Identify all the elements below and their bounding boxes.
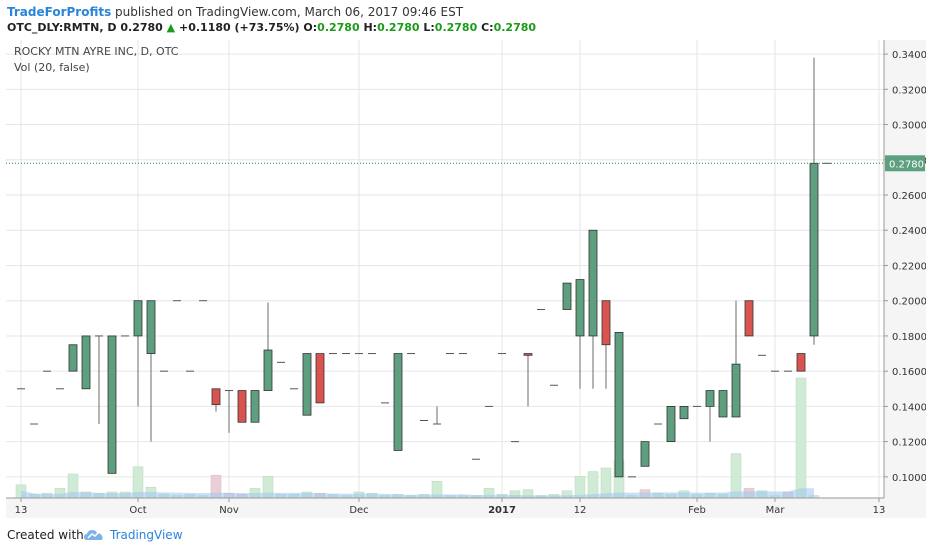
candle-body [315, 353, 325, 404]
volume-bar [795, 377, 807, 499]
publish-line: TradeForProfits published on TradingView… [7, 5, 463, 19]
low-value: 0.2780 [434, 21, 478, 34]
tradingview-cloud-icon [84, 530, 103, 540]
candle-body [575, 279, 585, 337]
candle-body [744, 300, 754, 337]
x-tick-label: Oct [129, 505, 146, 516]
y-tick-label: 0.2400 [892, 226, 926, 237]
plot-background [6, 40, 884, 498]
y-tick-label: 0.1000 [892, 473, 926, 484]
grid [6, 40, 884, 498]
published-text: published on TradingView.com, March 06, … [115, 5, 464, 19]
y-tick-label: 0.1200 [892, 438, 926, 449]
y-tick-label: 0.1800 [892, 332, 926, 343]
low-label: L: [423, 21, 435, 34]
y-tick-label: 0.3400 [892, 50, 926, 61]
x-tick-label: 12 [574, 505, 587, 516]
x-tick-label: 13 [15, 505, 28, 516]
candle-body [133, 300, 143, 337]
price-change: +0.1180 (+73.75%) [178, 21, 300, 34]
footer: Created with TradingView [0, 521, 932, 550]
candle-body [588, 229, 598, 337]
open-value: 0.2780 [317, 21, 360, 34]
tradingview-link[interactable]: TradingView [110, 528, 183, 542]
chart-area[interactable]: 0.1000 0.1200 0.1400 0.1600 0.1800 0.2000 0.22… [6, 40, 926, 518]
x-tick-label: 2017 [488, 505, 516, 516]
y-tick-label: 0.3200 [892, 85, 926, 96]
open-label: O: [303, 21, 318, 34]
candle-body [809, 162, 819, 337]
close-value: 0.2780 [493, 21, 537, 34]
y-tick-label: 0.2000 [892, 297, 926, 308]
volume-bars [15, 377, 820, 499]
x-tick-label: Dec [349, 505, 368, 516]
candle-body [796, 353, 806, 372]
quote-line: OTC_DLY:RMTN, D 0.2780 ▲ +0.1180 (+73.75… [7, 21, 536, 34]
candle-body [731, 363, 741, 418]
candle-body [107, 335, 117, 474]
y-tick-label: 0.2200 [892, 261, 926, 272]
candle-body [250, 390, 260, 423]
x-tick-label: Mar [766, 505, 786, 516]
legend-volume: Vol (20, false) [14, 61, 90, 74]
candle-body [393, 353, 403, 451]
last-price: 0.2780 [120, 21, 163, 34]
candle-body [614, 332, 624, 478]
volume-bar [730, 453, 742, 499]
candle-body [211, 388, 221, 406]
created-with-text: Created with [7, 528, 84, 542]
volume-ma-area [21, 488, 814, 498]
candles [17, 57, 831, 478]
up-arrow-icon: ▲ [166, 21, 176, 34]
candle-body [601, 300, 611, 346]
symbol-label: OTC_DLY:RMTN, D [7, 21, 117, 34]
candle-body [302, 353, 312, 416]
candle-body [68, 344, 78, 372]
legend-title: ROCKY MTN AYRE INC, D, OTC [14, 45, 179, 58]
candle-body [146, 300, 156, 354]
candle-body [666, 405, 676, 443]
y-tick-label: 0.2600 [892, 191, 926, 202]
candle-body [640, 441, 650, 467]
y-tick-label: 0.1600 [892, 367, 926, 378]
high-label: H: [363, 21, 378, 34]
candle-body [705, 390, 715, 407]
axes: 0.1000 0.1200 0.1400 0.1600 0.1800 0.2000 0.22… [6, 40, 926, 516]
candle-body [263, 349, 273, 391]
candle-body [81, 335, 91, 390]
author-link[interactable]: TradeForProfits [7, 5, 112, 19]
candle-body [679, 405, 689, 420]
x-tick-label: Feb [688, 505, 706, 516]
price-chart[interactable]: 0.1000 0.1200 0.1400 0.1600 0.1800 0.2000 0.22… [6, 40, 926, 518]
x-tick-label: 13 [873, 505, 886, 516]
chart-header: TradeForProfits published on TradingView… [0, 0, 932, 40]
current-price-label: 0.2780 [889, 159, 924, 170]
current-price-badge [885, 155, 925, 172]
high-value: 0.2780 [377, 21, 420, 34]
candle-body [718, 390, 728, 418]
y-tick-label: 0.1400 [892, 402, 926, 413]
candle-body [237, 390, 247, 423]
x-tick-label: Nov [219, 505, 239, 516]
close-label: C: [481, 21, 494, 34]
candle-body [523, 353, 533, 356]
candle-body [562, 282, 572, 310]
y-tick-label: 0.3000 [892, 121, 926, 132]
